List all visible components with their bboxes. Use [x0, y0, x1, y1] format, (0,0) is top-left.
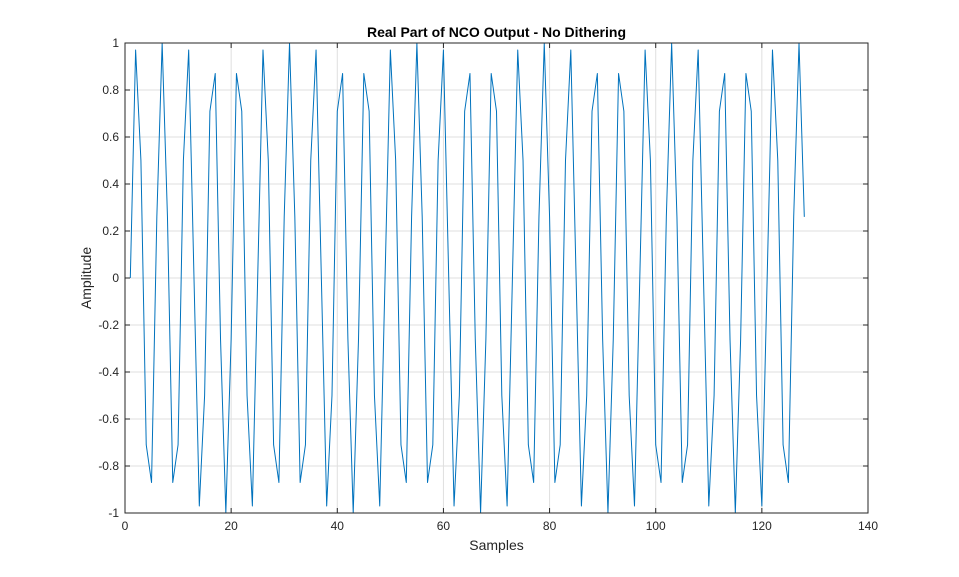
x-tick-label: 100 [646, 519, 666, 533]
y-tick-label: 0.6 [102, 130, 119, 144]
chart-title: Real Part of NCO Output - No Dithering [367, 24, 626, 40]
y-axis-label: Amplitude [78, 247, 94, 309]
y-tick-label: 0.4 [102, 177, 119, 191]
x-tick-label: 120 [752, 519, 772, 533]
y-tick-label: -0.2 [98, 318, 119, 332]
y-tick-label: -0.8 [98, 459, 119, 473]
y-tick-label: 0.8 [102, 83, 119, 97]
y-tick-label: -1 [108, 506, 119, 520]
x-tick-label: 40 [331, 519, 345, 533]
x-tick-label: 140 [858, 519, 878, 533]
x-axis-label: Samples [469, 537, 523, 553]
x-tick-label: 0 [122, 519, 129, 533]
x-axis: 0 20 40 60 80 100 120 140 [122, 43, 878, 533]
x-tick-label: 20 [224, 519, 238, 533]
x-tick-label: 80 [543, 519, 557, 533]
y-tick-label: -0.6 [98, 412, 119, 426]
y-tick-label: 1 [112, 36, 119, 50]
series-layer [129, 42, 805, 514]
y-axis: -1 -0.8 -0.6 -0.4 -0.2 0 0.2 0.4 0.6 0.8 1 [98, 36, 868, 520]
series-line [129, 42, 805, 514]
x-tick-label: 60 [437, 519, 451, 533]
y-tick-label: 0 [112, 271, 119, 285]
y-tick-label: -0.4 [98, 365, 119, 379]
y-tick-label: 0.2 [102, 224, 119, 238]
